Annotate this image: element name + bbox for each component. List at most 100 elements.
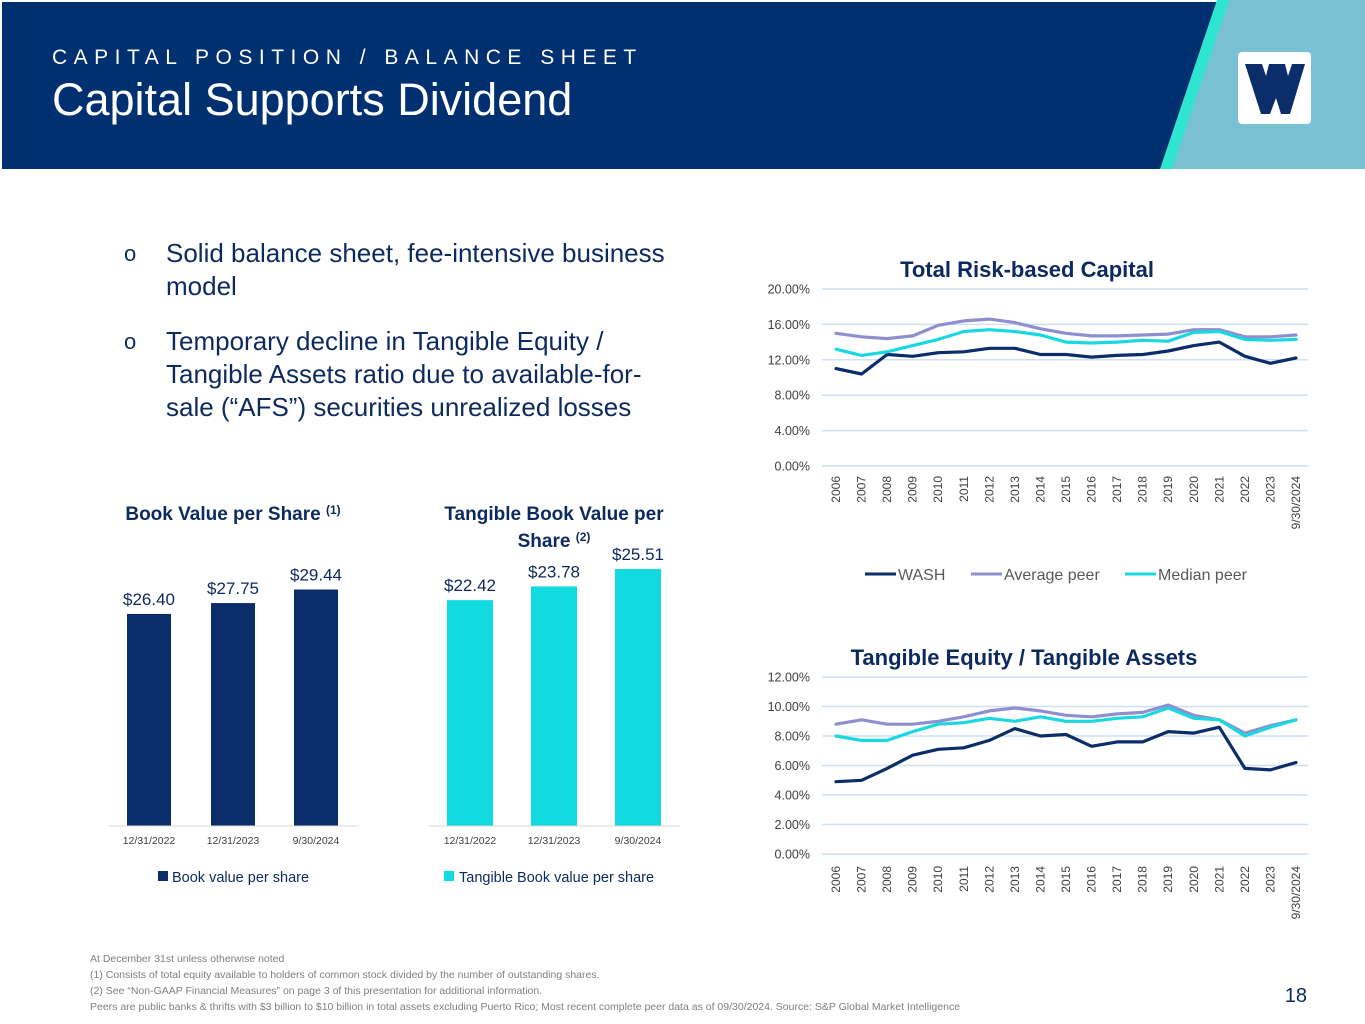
tangible-equity-plot: 0.00% 2.00% 4.00% 6.00% 8.00% 10.00% 12.00% 200… bbox=[768, 671, 1308, 920]
total-risk-based-capital-plot: 0.00% 4.00% 8.00% 12.00% 16.00% 20.00% 2006 200… bbox=[768, 283, 1308, 530]
x-tick-label: 2011 bbox=[957, 476, 971, 502]
section-eyebrow: CAPITAL POSITION / BALANCE SHEET bbox=[52, 46, 643, 69]
bar-data-label: $25.51 bbox=[612, 545, 664, 564]
y-tick-label: 12.00% bbox=[768, 671, 810, 685]
x-tick-label: 9/30/2024 bbox=[1289, 476, 1303, 530]
bar-data-label: $29.44 bbox=[290, 565, 342, 584]
x-tick-label: 12/31/2022 bbox=[123, 835, 176, 847]
tangible-book-value-chart: Tangible Book Value per Share (2) $22.42… bbox=[428, 504, 680, 886]
y-tick-label: 2.00% bbox=[775, 818, 810, 832]
bar bbox=[447, 600, 493, 826]
bar-data-label: $26.40 bbox=[123, 590, 175, 609]
footnote: At December 31st unless otherwise noted bbox=[90, 953, 285, 965]
book-value-bars: $26.40 $27.75 $29.44 bbox=[123, 565, 342, 826]
x-tick-label: 12/31/2023 bbox=[207, 835, 260, 847]
washington-trust-logo bbox=[1238, 52, 1311, 124]
y-tick-label: 0.00% bbox=[775, 460, 810, 474]
legend-label-median-peer: Median peer bbox=[1158, 567, 1248, 584]
series-line-median-peer bbox=[834, 706, 1298, 743]
x-tick-label: 2008 bbox=[880, 476, 894, 503]
x-tick-label: 2013 bbox=[1008, 866, 1022, 893]
x-tick-label: 2022 bbox=[1238, 476, 1252, 503]
legend-label: Book value per share bbox=[172, 870, 309, 886]
chart-legend: WASH Average peer Median peer bbox=[865, 567, 1248, 584]
x-tick-label: 2018 bbox=[1136, 866, 1150, 893]
y-tick-label: 20.00% bbox=[768, 283, 810, 297]
x-tick-label: 9/30/2024 bbox=[1289, 866, 1303, 920]
bar bbox=[211, 603, 255, 826]
x-tick-label: 2007 bbox=[855, 476, 869, 503]
series-line-wash bbox=[834, 725, 1298, 784]
x-tick-label: 2006 bbox=[829, 476, 843, 503]
total-risk-based-capital-chart: Total Risk-based Capital 0.00% 4.00% 8.00%… bbox=[768, 257, 1308, 584]
bullet-mark-icon: o bbox=[124, 329, 137, 354]
page-title: Capital Supports Dividend bbox=[52, 74, 573, 125]
x-tick-label: 2012 bbox=[982, 476, 996, 503]
book-value-chart: Book Value per Share (1) $26.40 $27.75 $29… bbox=[108, 503, 358, 886]
x-tick-label: 2011 bbox=[957, 866, 971, 892]
book-value-chart-title: Book Value per Share (1) bbox=[125, 503, 340, 525]
bullet-mark-icon: o bbox=[124, 241, 137, 266]
y-tick-label: 8.00% bbox=[775, 389, 810, 403]
x-tick-label: 2021 bbox=[1212, 476, 1226, 503]
tangible-book-value-chart-title-line2: Share (2) bbox=[518, 530, 591, 552]
x-tick-label: 2018 bbox=[1136, 476, 1150, 503]
y-tick-label: 0.00% bbox=[775, 848, 810, 862]
x-tick-label: 2015 bbox=[1059, 476, 1073, 503]
x-tick-label: 12/31/2023 bbox=[528, 835, 581, 847]
x-tick-label: 9/30/2024 bbox=[293, 835, 340, 847]
bar bbox=[531, 586, 577, 826]
bar bbox=[294, 589, 338, 826]
x-tick-label: 2014 bbox=[1033, 476, 1047, 503]
y-tick-label: 8.00% bbox=[775, 730, 810, 744]
footnote: (2) See “Non-GAAP Financial Measures” on… bbox=[90, 985, 543, 997]
x-tick-label: 2019 bbox=[1161, 866, 1175, 893]
page-number: 18 bbox=[1284, 985, 1307, 1007]
y-tick-label: 6.00% bbox=[775, 759, 810, 773]
x-tick-label: 2020 bbox=[1187, 866, 1201, 893]
x-tick-label: 2022 bbox=[1238, 866, 1252, 893]
legend-label: Tangible Book value per share bbox=[459, 870, 654, 886]
header-teal-stripe bbox=[1160, 0, 1229, 169]
x-tick-label: 2016 bbox=[1085, 476, 1099, 503]
x-tick-label: 12/31/2022 bbox=[444, 835, 497, 847]
bar-data-label: $22.42 bbox=[444, 576, 496, 595]
x-tick-label: 2012 bbox=[982, 866, 996, 893]
y-tick-label: 4.00% bbox=[775, 424, 810, 438]
footnote: Peers are public banks & thrifts with $3… bbox=[90, 1001, 961, 1013]
x-tick-label: 2010 bbox=[931, 476, 945, 503]
x-tick-label: 9/30/2024 bbox=[615, 835, 662, 847]
y-tick-label: 4.00% bbox=[775, 789, 810, 803]
tangible-book-value-chart-title: Tangible Book Value per bbox=[444, 504, 664, 525]
x-tick-label: 2008 bbox=[880, 866, 894, 893]
x-tick-label: 2007 bbox=[855, 866, 869, 893]
x-tick-label: 2014 bbox=[1033, 866, 1047, 893]
series-line-wash bbox=[834, 340, 1298, 376]
x-tick-label: 2010 bbox=[931, 866, 945, 893]
legend-swatch bbox=[158, 871, 168, 881]
header-navy-band bbox=[2, 2, 1365, 169]
bar-data-label: $23.78 bbox=[528, 562, 580, 581]
x-tick-label: 2009 bbox=[906, 866, 920, 893]
x-tick-label: 2016 bbox=[1085, 866, 1099, 893]
footnote: (1) Consists of total equity available t… bbox=[90, 969, 600, 981]
y-tick-label: 16.00% bbox=[768, 318, 810, 332]
total-risk-based-capital-title: Total Risk-based Capital bbox=[900, 257, 1154, 282]
tangible-book-value-bars: $22.42 $23.78 $25.51 bbox=[444, 545, 664, 826]
bullet-text: Solid balance sheet, fee-intensive busin… bbox=[166, 238, 665, 301]
series-line-median-peer bbox=[834, 328, 1298, 358]
legend-label-wash: WASH bbox=[898, 567, 945, 584]
tangible-equity-title: Tangible Equity / Tangible Assets bbox=[851, 645, 1198, 670]
bullet-text: Temporary decline in Tangible Equity / T… bbox=[166, 326, 642, 422]
x-tick-label: 2017 bbox=[1110, 866, 1124, 893]
legend-label-average-peer: Average peer bbox=[1004, 567, 1100, 584]
x-tick-label: 2017 bbox=[1110, 476, 1124, 503]
series-line-average-peer bbox=[834, 317, 1298, 341]
bar-data-label: $27.75 bbox=[207, 579, 259, 598]
x-tick-label: 2009 bbox=[906, 476, 920, 503]
x-tick-label: 2019 bbox=[1161, 476, 1175, 503]
bar bbox=[127, 613, 171, 826]
y-tick-label: 10.00% bbox=[768, 700, 810, 714]
x-tick-label: 2023 bbox=[1263, 866, 1277, 893]
tangible-book-value-x-labels: 12/31/2022 12/31/2023 9/30/2024 bbox=[444, 835, 662, 847]
